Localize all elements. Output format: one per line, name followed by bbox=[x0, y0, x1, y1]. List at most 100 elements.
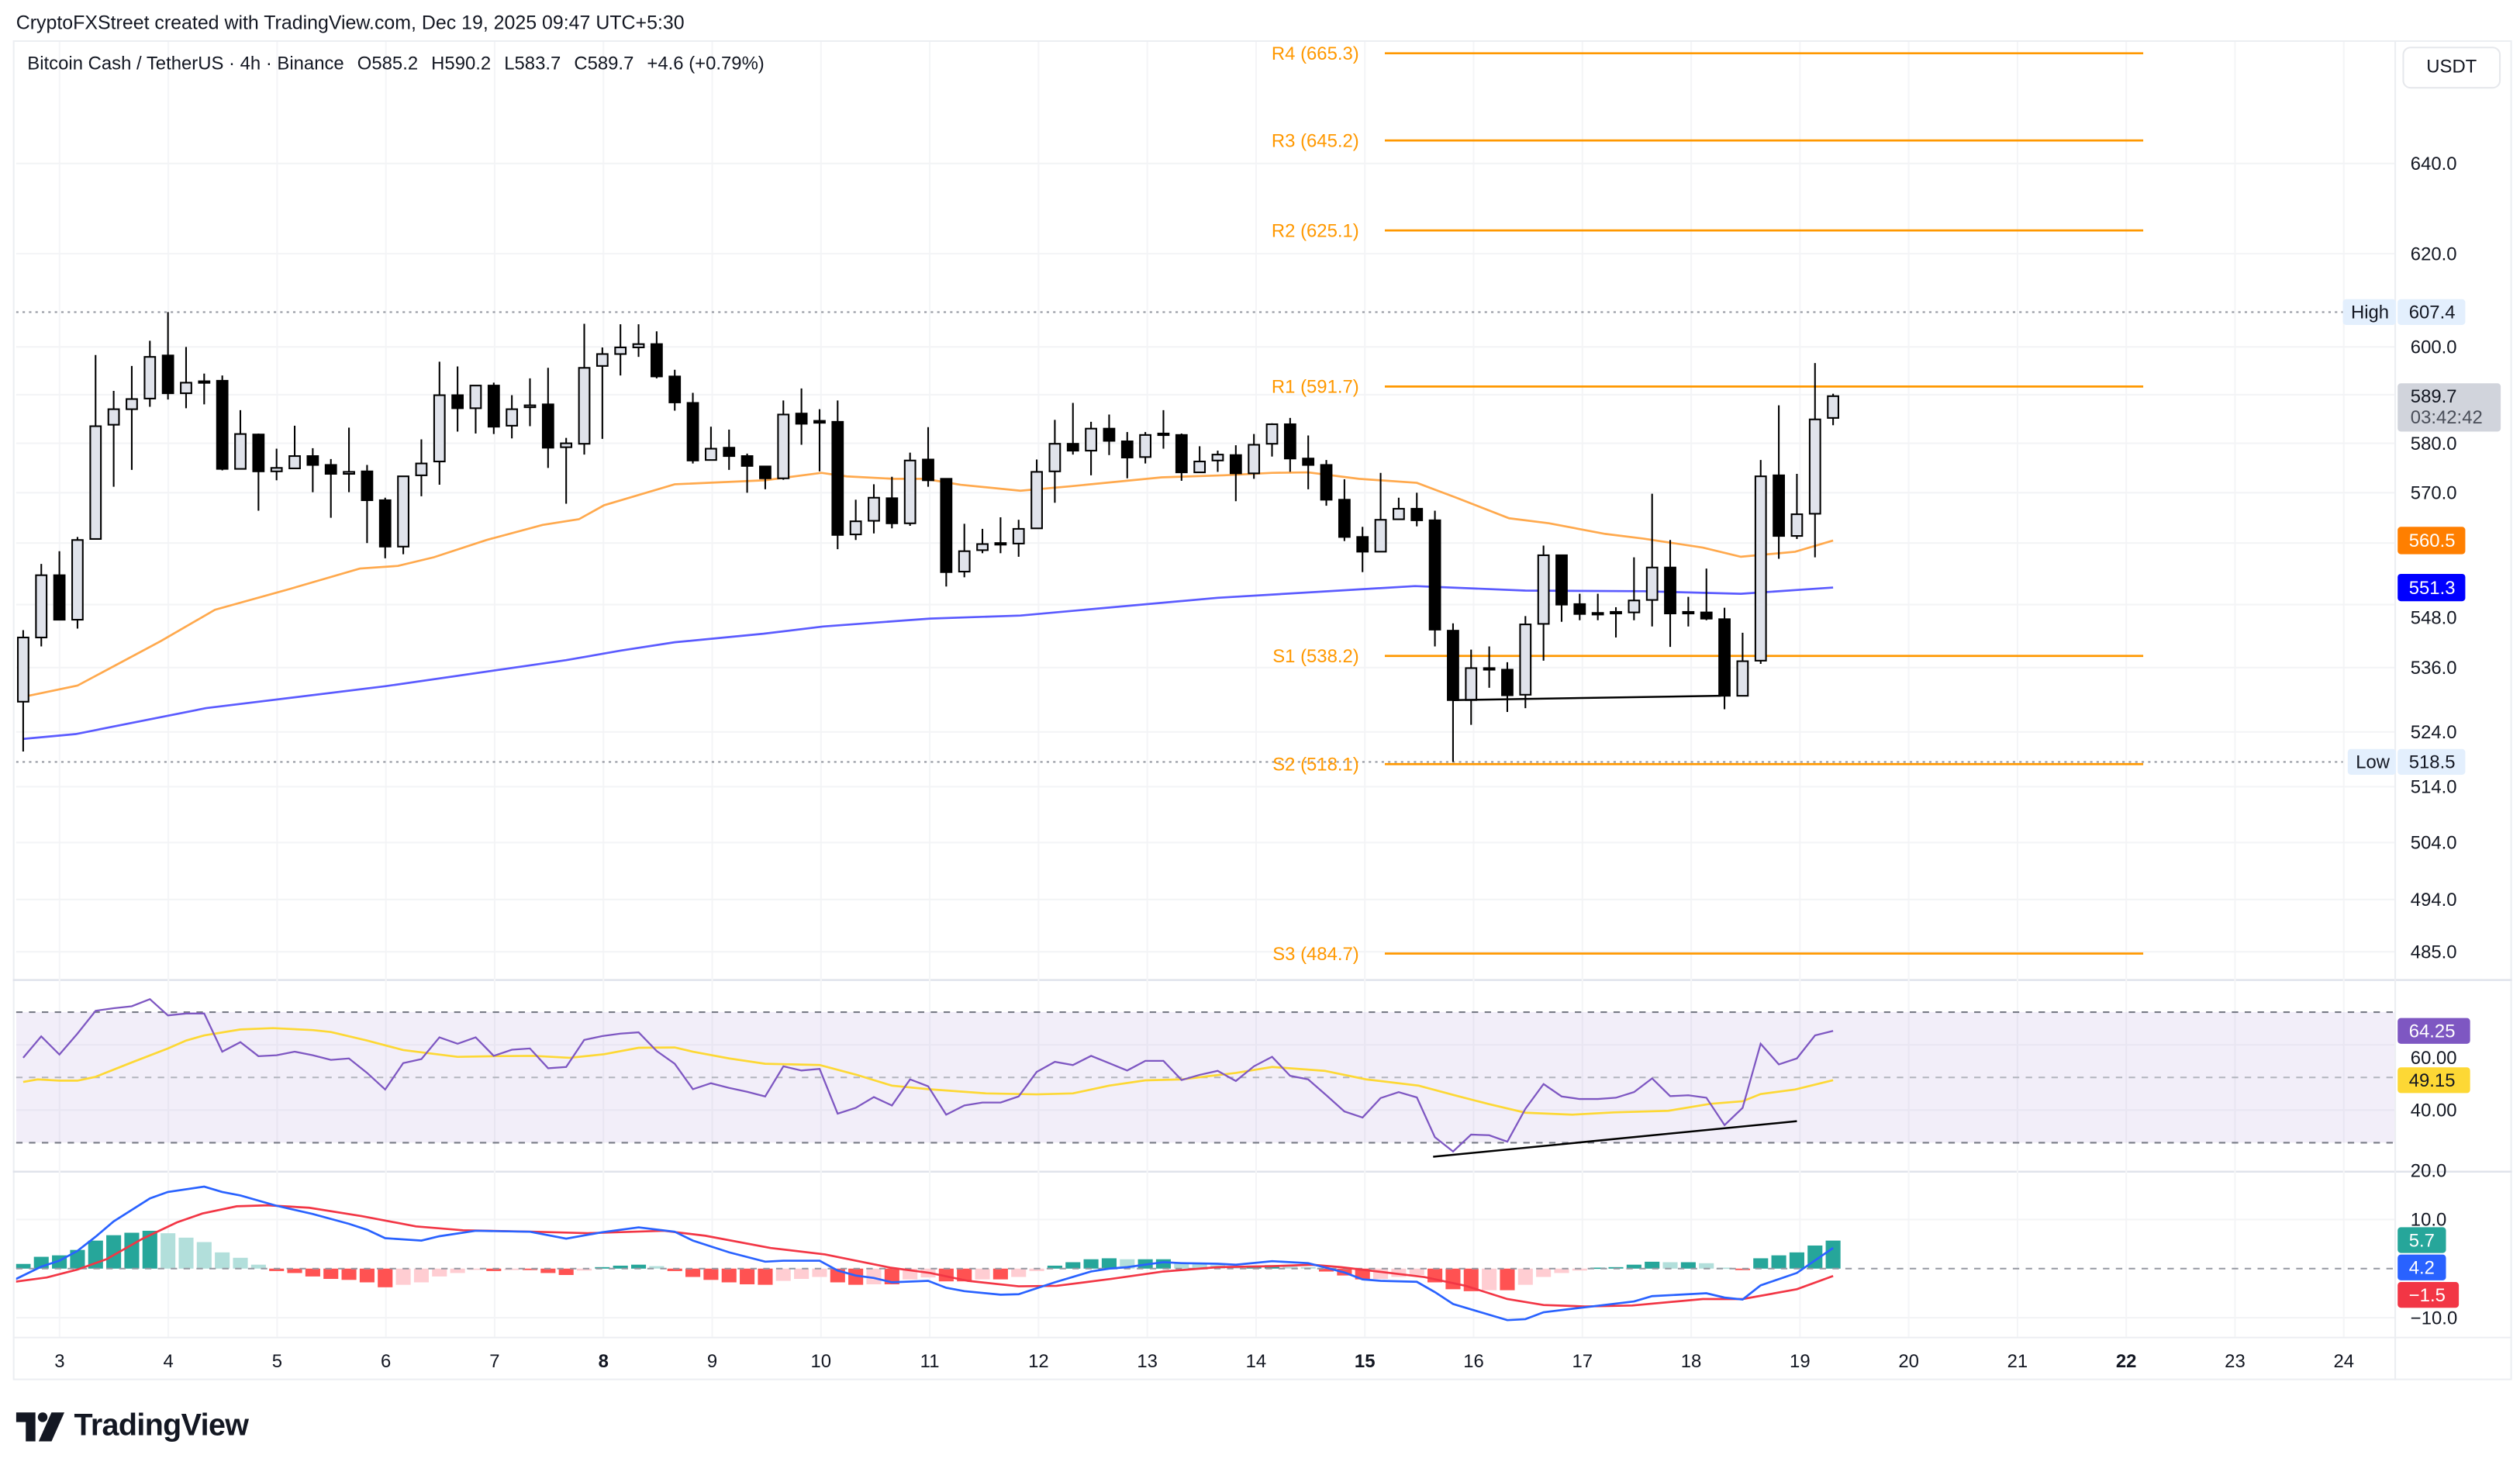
candle-body-up bbox=[1265, 423, 1279, 445]
rsi-line bbox=[22, 998, 1834, 1153]
candle-body-up bbox=[1754, 475, 1767, 662]
candle-body-up bbox=[107, 408, 120, 426]
time-tick-label: 11 bbox=[920, 1351, 940, 1372]
candle-body-up bbox=[270, 467, 283, 472]
candle-body-down bbox=[1573, 603, 1586, 615]
candle bbox=[1790, 473, 1804, 539]
macd-histogram-bar bbox=[1789, 1252, 1804, 1269]
candle-body-up bbox=[595, 353, 609, 367]
candle bbox=[234, 409, 247, 470]
macd-pane bbox=[16, 1185, 2395, 1322]
candle-body-up bbox=[1157, 432, 1170, 437]
macd-histogram-bar bbox=[1482, 1268, 1497, 1291]
candle bbox=[1193, 446, 1206, 474]
candle bbox=[1283, 417, 1296, 472]
rsi-value-badge-bg bbox=[2397, 1018, 2470, 1044]
macd-histogram-bar bbox=[1771, 1255, 1786, 1269]
last-price-bg bbox=[2397, 383, 2501, 432]
candle-body-up bbox=[143, 356, 157, 399]
rsi-ma-value-badge: 49.15 bbox=[2397, 1067, 2470, 1094]
tradingview-logo: TradingView bbox=[16, 1409, 249, 1445]
macd-histogram-bar bbox=[70, 1249, 85, 1269]
time-tick-label: 18 bbox=[1681, 1351, 1702, 1372]
candle bbox=[1374, 472, 1387, 553]
time-tick-label: 17 bbox=[1572, 1351, 1593, 1372]
symbol-info[interactable]: Bitcoin Cash / TetherUS · 4h · Binance bbox=[27, 54, 344, 74]
macd-histogram-bar bbox=[341, 1268, 357, 1280]
pivot-label: R3 (645.2) bbox=[1272, 130, 1359, 151]
candle bbox=[849, 499, 862, 541]
candle bbox=[1501, 662, 1514, 712]
candle bbox=[885, 476, 899, 529]
candle-body-up bbox=[1393, 507, 1405, 520]
macd-histogram-bar bbox=[1192, 1264, 1207, 1269]
candle bbox=[976, 528, 989, 554]
candle-body-down bbox=[1447, 630, 1459, 701]
time-tick-label: 21 bbox=[2007, 1351, 2028, 1372]
candle-body-down bbox=[1229, 454, 1242, 475]
time-tick-label: 6 bbox=[381, 1351, 391, 1372]
high-value-badge-text: 607.4 bbox=[2409, 302, 2456, 323]
candle bbox=[1066, 403, 1079, 455]
candle bbox=[378, 497, 392, 558]
candle-body-up bbox=[288, 455, 301, 469]
candle-body-up bbox=[126, 398, 138, 410]
time-tick-label: 15 bbox=[1355, 1351, 1376, 1372]
time-tick-label: 24 bbox=[2333, 1351, 2354, 1372]
candle-body-down bbox=[161, 354, 174, 395]
symbol-legend: Bitcoin Cash / TetherUS · 4h · Binance O… bbox=[27, 55, 772, 74]
macd-histogram-bar bbox=[1029, 1268, 1044, 1271]
macd-histogram-bar bbox=[1517, 1268, 1533, 1285]
candle bbox=[143, 340, 157, 407]
macd-histogram-bar bbox=[305, 1268, 320, 1277]
candle bbox=[1827, 393, 1840, 426]
candle bbox=[1175, 433, 1188, 481]
macd-histogram-bar bbox=[667, 1268, 682, 1271]
macd-histogram-bar bbox=[250, 1264, 266, 1269]
candle-body-up bbox=[234, 433, 247, 470]
macd-histogram-bar bbox=[323, 1268, 339, 1280]
price-tick-label: 548.0 bbox=[2411, 608, 2457, 629]
candle-body-down bbox=[361, 470, 374, 502]
candle bbox=[1157, 409, 1170, 449]
candle bbox=[1610, 606, 1622, 638]
candle-body-down bbox=[922, 458, 934, 482]
candle bbox=[1103, 414, 1116, 455]
macd-histogram-bar bbox=[1554, 1268, 1569, 1273]
macd-histogram-bar bbox=[432, 1268, 447, 1277]
candle-body-down bbox=[216, 379, 229, 470]
time-tick-label: 3 bbox=[54, 1351, 64, 1372]
candle bbox=[1754, 460, 1767, 664]
candle-body-up bbox=[17, 636, 29, 703]
candle-body-down bbox=[1103, 427, 1116, 442]
candle-body-down bbox=[451, 394, 464, 409]
candle bbox=[1447, 623, 1459, 762]
macd-signal-badge-bg bbox=[2397, 1281, 2460, 1308]
pivot-label: S1 (538.2) bbox=[1272, 646, 1358, 667]
candle-body-up bbox=[868, 496, 880, 522]
candle-body-down bbox=[686, 402, 699, 461]
candle-body-down bbox=[1338, 499, 1351, 538]
currency-button[interactable]: USDT bbox=[2402, 47, 2501, 89]
macd-histogram-bar bbox=[775, 1268, 791, 1281]
macd-histogram-bar bbox=[812, 1268, 827, 1277]
candle-body-up bbox=[1012, 527, 1025, 544]
candle-body-up bbox=[523, 404, 537, 409]
high-label-bg bbox=[2342, 299, 2397, 326]
candle bbox=[1211, 451, 1224, 472]
time-tick-label: 5 bbox=[272, 1351, 282, 1372]
candle-body-down bbox=[487, 385, 500, 428]
macd-histogram-bar bbox=[161, 1233, 176, 1269]
ohlc-close: C589.7 bbox=[574, 54, 634, 74]
macd-tick-label: 10.0 bbox=[2411, 1210, 2446, 1231]
candle-body-down bbox=[1320, 464, 1333, 501]
time-tick-label: 12 bbox=[1028, 1351, 1049, 1372]
macd-histogram-bar bbox=[413, 1268, 429, 1283]
candle bbox=[650, 331, 663, 378]
candle-body-up bbox=[1645, 566, 1659, 601]
bar-countdown-text: 03:42:42 bbox=[2411, 407, 2483, 428]
candle bbox=[1591, 593, 1604, 620]
low-label-text: Low bbox=[2356, 752, 2391, 773]
